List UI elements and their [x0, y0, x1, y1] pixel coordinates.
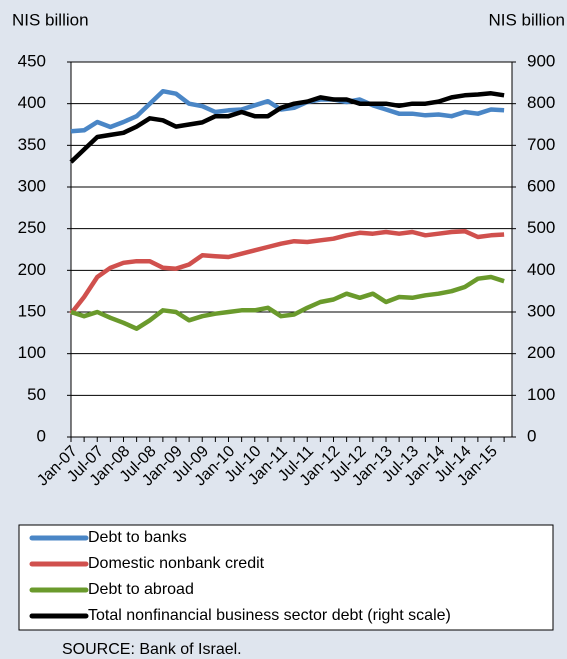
y-axis-title: NIS billion [12, 10, 89, 29]
y2-tick-label: 900 [527, 51, 555, 70]
legend-label: Debt to banks [88, 529, 187, 546]
y2-tick-label: 800 [527, 93, 555, 112]
y2-tick-label: 300 [527, 301, 555, 320]
y-tick-label: 50 [27, 385, 46, 404]
legend-label: Total nonfinancial business sector debt … [88, 607, 451, 624]
y2-axis-title: NIS billion [488, 10, 565, 29]
y-tick-label: 400 [18, 93, 46, 112]
y2-tick-label: 400 [527, 260, 555, 279]
y-tick-label: 200 [18, 260, 46, 279]
series-line [69, 91, 505, 164]
series-line [69, 228, 505, 316]
series-line [70, 274, 505, 331]
plot-area [71, 62, 512, 437]
y-tick-label: 150 [18, 301, 46, 320]
plot-border [70, 61, 513, 438]
legend-box [18, 524, 554, 631]
y-tick-label: 350 [18, 135, 46, 154]
y-tick-label: 250 [18, 218, 46, 237]
y2-tick-label: 0 [527, 426, 536, 445]
y2-tick-label: 700 [527, 135, 555, 154]
y2-tick-label: 500 [527, 218, 555, 237]
y2-tick-label: 100 [527, 385, 555, 404]
legend-label: Domestic nonbank credit [88, 555, 265, 572]
y-tick-label: 100 [18, 343, 46, 362]
y-tick-label: 0 [37, 426, 46, 445]
y2-tick-label: 600 [527, 176, 555, 195]
y-tick-label: 450 [18, 51, 46, 70]
source-note: SOURCE: Bank of Israel. [62, 641, 242, 658]
series-line [70, 88, 505, 134]
y2-tick-label: 200 [527, 343, 555, 362]
legend-label: Debt to abroad [88, 581, 194, 598]
y-tick-label: 300 [18, 176, 46, 195]
